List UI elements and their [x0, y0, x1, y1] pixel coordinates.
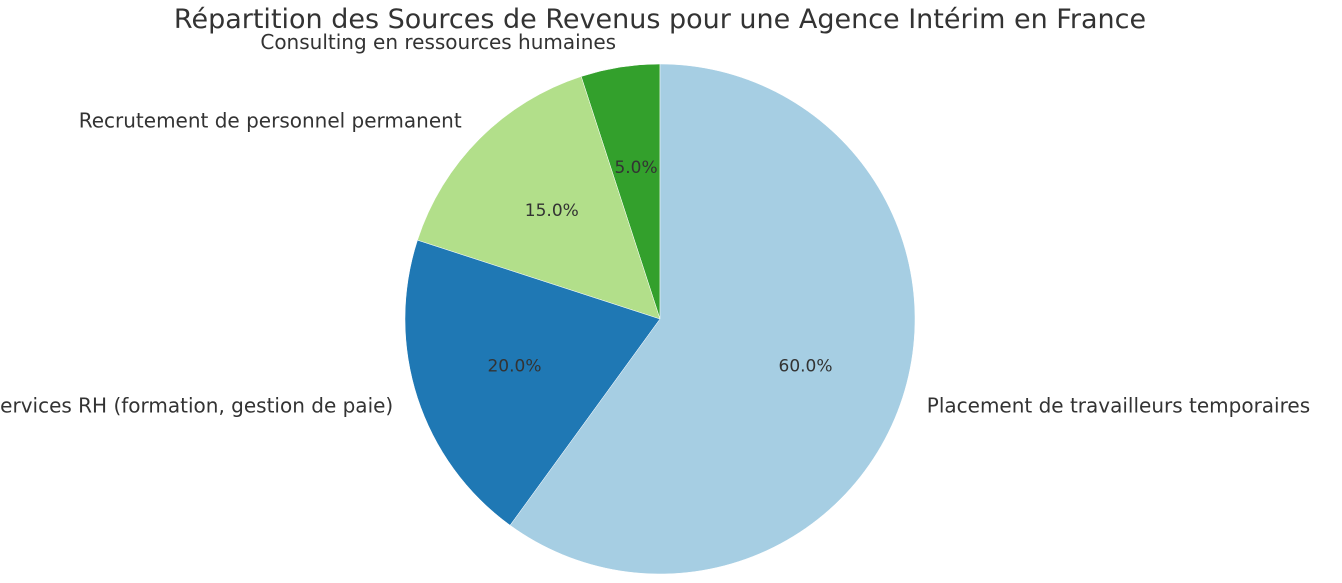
pie-slice-placement-de-travailleurs-temporaires — [509, 63, 916, 575]
percentage-label: 15.0% — [525, 201, 579, 221]
chart-title: Répartition des Sources de Revenus pour … — [174, 4, 1146, 35]
pie-slice-services-rh-formation-gestion-de-paie — [404, 239, 661, 526]
percentage-label: 60.0% — [779, 356, 833, 376]
percentage-label: 20.0% — [487, 356, 541, 376]
percentage-label: 5.0% — [614, 158, 657, 178]
pie-slice-recrutement-de-personnel-permanent — [417, 76, 661, 320]
slice-label: Services RH (formation, gestion de paie) — [0, 394, 393, 418]
pie-slices — [404, 63, 916, 575]
slice-label: Recrutement de personnel permanent — [79, 109, 462, 133]
slice-labels: Consulting en ressources humaines Recrute… — [0, 30, 1310, 418]
slice-label: Placement de travailleurs temporaires — [927, 394, 1310, 418]
slice-label: Consulting en ressources humaines — [260, 30, 616, 54]
percentage-labels: 5.0% 15.0% 20.0% 60.0% — [487, 158, 832, 376]
